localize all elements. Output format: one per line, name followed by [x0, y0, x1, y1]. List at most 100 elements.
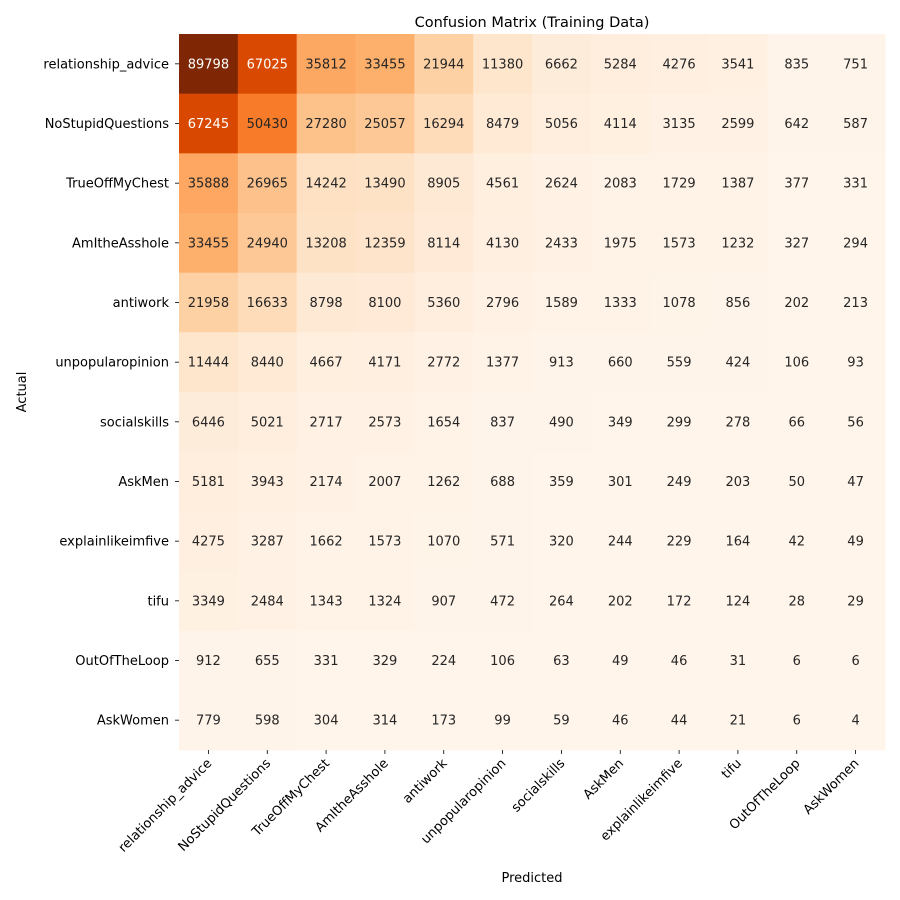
- heatmap-cell: [414, 511, 474, 572]
- cell-value-label: 4561: [486, 177, 519, 192]
- heatmap-cell: [649, 332, 709, 393]
- heatmap-cell: [179, 392, 239, 453]
- cell-value-label: 46: [671, 654, 688, 669]
- heatmap-cell: [590, 630, 651, 691]
- cell-value-label: 1729: [663, 177, 696, 192]
- heatmap-cell: [826, 690, 886, 751]
- y-tick-label: tifu: [147, 594, 169, 609]
- cell-value-label: 660: [608, 356, 633, 371]
- heatmap-cell: [590, 392, 651, 453]
- cell-value-label: 1070: [427, 535, 460, 550]
- cell-value-label: 331: [843, 177, 868, 192]
- cell-value-label: 42: [788, 535, 805, 550]
- cell-value-label: 173: [431, 714, 456, 729]
- cell-value-label: 99: [494, 714, 511, 729]
- cell-value-label: 377: [784, 177, 809, 192]
- cell-value-label: 56: [847, 415, 864, 430]
- cell-value-label: 21944: [423, 57, 464, 72]
- heatmap-cell: [532, 392, 592, 453]
- cell-value-label: 907: [431, 594, 456, 609]
- cell-value-label: 16633: [247, 296, 288, 311]
- heatmap-cell: [237, 511, 298, 572]
- heatmap-cell: [179, 630, 239, 691]
- cell-value-label: 63: [553, 654, 570, 669]
- cell-value-label: 8905: [427, 177, 460, 192]
- heatmap-cell: [649, 34, 709, 95]
- heatmap-cell: [649, 213, 709, 274]
- heatmap-cell: [767, 332, 827, 393]
- y-tick-label: explainlikeimfive: [59, 535, 169, 550]
- cell-value-label: 4114: [604, 117, 637, 132]
- heatmap-cell: [473, 511, 533, 572]
- cell-value-label: 33455: [188, 236, 229, 251]
- heatmap-cell: [414, 213, 474, 274]
- cell-value-label: 3943: [251, 475, 284, 490]
- heatmap-cell: [179, 451, 239, 512]
- cell-value-label: 349: [608, 415, 633, 430]
- cell-value-label: 106: [490, 654, 515, 669]
- cell-value-label: 587: [843, 117, 868, 132]
- cell-value-label: 779: [196, 714, 221, 729]
- cell-value-label: 688: [490, 475, 515, 490]
- cell-value-label: 4667: [310, 356, 343, 371]
- heatmap-cell: [414, 332, 474, 393]
- cell-value-label: 3349: [192, 594, 225, 609]
- heatmap-cell: [237, 630, 298, 691]
- cell-value-label: 913: [549, 356, 574, 371]
- heatmap-cell: [237, 332, 298, 393]
- heatmap-cell: [590, 332, 651, 393]
- cell-value-label: 11444: [188, 356, 229, 371]
- heatmap-cell: [826, 392, 886, 453]
- cell-value-label: 5284: [604, 57, 637, 72]
- cell-value-label: 172: [667, 594, 692, 609]
- cell-value-label: 1343: [310, 594, 343, 609]
- heatmap-cell: [414, 153, 474, 214]
- cell-value-label: 751: [843, 57, 868, 72]
- heatmap-cell: [414, 451, 474, 512]
- cell-value-label: 47: [847, 475, 864, 490]
- cell-value-label: 12359: [364, 236, 405, 251]
- heatmap-cell: [532, 511, 592, 572]
- cell-value-label: 66: [788, 415, 805, 430]
- cell-value-label: 5360: [427, 296, 460, 311]
- heatmap-cell: [767, 213, 827, 274]
- heatmap-cell: [237, 571, 298, 632]
- cell-value-label: 1324: [368, 594, 401, 609]
- cell-value-label: 2007: [368, 475, 401, 490]
- cell-value-label: 835: [784, 57, 809, 72]
- heatmap-cell: [414, 272, 474, 333]
- heatmap-cell: [296, 690, 356, 751]
- heatmap-cell: [414, 571, 474, 632]
- heatmap-cell: [296, 153, 356, 214]
- cell-value-label: 1232: [721, 236, 754, 251]
- cell-value-label: 3287: [251, 535, 284, 550]
- cell-value-label: 1262: [427, 475, 460, 490]
- cell-value-label: 642: [784, 117, 809, 132]
- cell-value-label: 6662: [545, 57, 578, 72]
- cell-value-label: 2174: [310, 475, 343, 490]
- cell-value-label: 4275: [192, 535, 225, 550]
- cell-value-label: 11380: [482, 57, 523, 72]
- heatmap-cell: [532, 690, 592, 751]
- heatmap-cell: [767, 511, 827, 572]
- cell-value-label: 244: [608, 535, 633, 550]
- heatmap-cell: [826, 93, 886, 154]
- cell-value-label: 3541: [721, 57, 754, 72]
- heatmap-cell: [767, 392, 827, 453]
- cell-value-label: 44: [671, 714, 688, 729]
- heatmap-cell: [179, 332, 239, 393]
- heatmap-cell: [473, 93, 533, 154]
- heatmap-cell: [237, 392, 298, 453]
- x-tick-label: socialskills: [509, 756, 569, 816]
- heatmap-cell: [649, 511, 709, 572]
- heatmap-cell: [179, 213, 239, 274]
- heatmap-cell: [767, 93, 827, 154]
- cell-value-label: 299: [667, 415, 692, 430]
- heatmap-cell: [355, 451, 415, 512]
- heatmap-cell: [590, 511, 651, 572]
- heatmap-cell: [767, 630, 827, 691]
- heatmap-cell: [708, 213, 768, 274]
- cell-value-label: 6446: [192, 415, 225, 430]
- heatmap-cell: [179, 93, 239, 154]
